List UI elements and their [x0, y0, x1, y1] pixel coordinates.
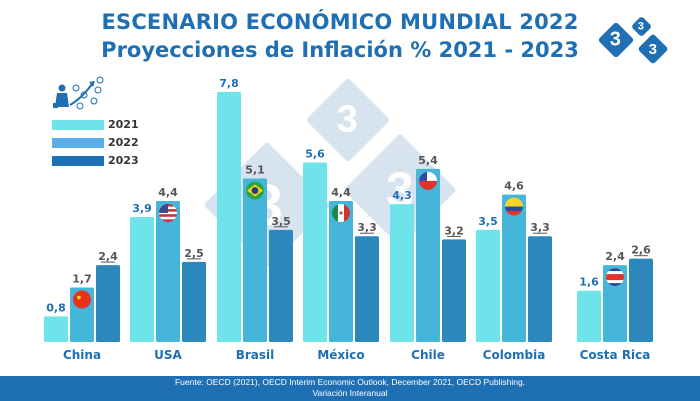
bar-méxico-2023 — [355, 236, 379, 342]
chart-subtitle: Proyecciones de Inflación % 2021 - 2023 — [101, 38, 579, 62]
bar-costa-rica-2022 — [603, 265, 627, 342]
bar-usa-2021 — [130, 217, 154, 342]
x-tick-label: USA — [154, 348, 182, 362]
data-label: 1,6 — [579, 276, 599, 289]
x-tick-label: Colombia — [483, 348, 546, 362]
data-label: 3,9 — [132, 202, 152, 215]
data-label: 0,8 — [46, 301, 66, 314]
bar-chile-2023 — [442, 239, 466, 342]
bar-usa-2023 — [182, 261, 206, 342]
data-label: 5,6 — [305, 148, 325, 161]
legend-swatch-2023 — [52, 156, 104, 166]
chart-title: ESCENARIO ECONÓMICO MUNDIAL 2022 — [101, 10, 579, 34]
bar-brasil-2022 — [243, 178, 267, 342]
legend-swatch-2021 — [52, 120, 104, 130]
x-tick-label: Chile — [411, 348, 445, 362]
data-label: 5,1 — [245, 164, 265, 177]
bar-chile-2021 — [390, 204, 414, 342]
legend-label-2022: 2022 — [108, 136, 139, 149]
data-label: 3,5 — [478, 215, 498, 228]
data-label: 4,4 — [158, 186, 178, 199]
legend-label-2021: 2021 — [108, 118, 139, 131]
footer-bar: Fuente: OECD (2021), OECD Interim Econom… — [0, 376, 700, 401]
data-label: 2,6 — [631, 244, 651, 257]
bar-usa-2022 — [156, 200, 180, 342]
bar-china-2023 — [96, 265, 120, 342]
data-label: 4,6 — [504, 180, 524, 193]
data-label: 4,3 — [392, 189, 412, 202]
data-label: 7,8 — [219, 77, 239, 90]
data-label: 3,3 — [357, 221, 377, 234]
data-label: 3,2 — [444, 224, 464, 237]
bar-chile-2022 — [416, 168, 440, 342]
data-label: 2,5 — [184, 247, 204, 260]
footer-note: Variación Interanual — [312, 388, 388, 398]
bar-méxico-2022 — [329, 200, 353, 342]
data-label: 1,7 — [72, 273, 92, 286]
bar-costa-rica-2023 — [629, 258, 653, 342]
legend-label-2023: 2023 — [108, 154, 139, 167]
footer-source: Fuente: OECD (2021), OECD Interim Econom… — [174, 377, 526, 387]
data-label: 2,4 — [605, 250, 625, 263]
data-label: 3,3 — [530, 221, 550, 234]
data-label: 4,4 — [331, 186, 351, 199]
bar-colombia-2022 — [502, 194, 526, 342]
legend-swatch-2022 — [52, 138, 104, 148]
data-label: 3,5 — [271, 215, 291, 228]
bar-costa-rica-2021 — [577, 290, 601, 342]
x-tick-label: Brasil — [236, 348, 275, 362]
brazil-flag-icon — [246, 181, 264, 200]
bar-colombia-2023 — [528, 236, 552, 342]
colombia-flag-icon — [505, 197, 523, 216]
bar-méxico-2021 — [303, 162, 327, 342]
china-flag-icon — [73, 290, 91, 309]
data-label: 2,4 — [98, 250, 118, 263]
bar-brasil-2021 — [217, 92, 241, 342]
x-tick-label: China — [63, 348, 101, 362]
costa-rica-flag-icon — [606, 268, 624, 287]
bar-colombia-2021 — [476, 229, 500, 342]
bar-brasil-2023 — [269, 229, 293, 342]
x-tick-label: Costa Rica — [580, 348, 651, 362]
x-tick-label: México — [317, 348, 364, 362]
mexico-flag-icon — [332, 203, 350, 222]
chile-flag-icon — [419, 171, 437, 190]
usa-flag-icon — [159, 203, 177, 222]
data-label: 5,4 — [418, 154, 438, 167]
bar-china-2021 — [44, 316, 68, 342]
